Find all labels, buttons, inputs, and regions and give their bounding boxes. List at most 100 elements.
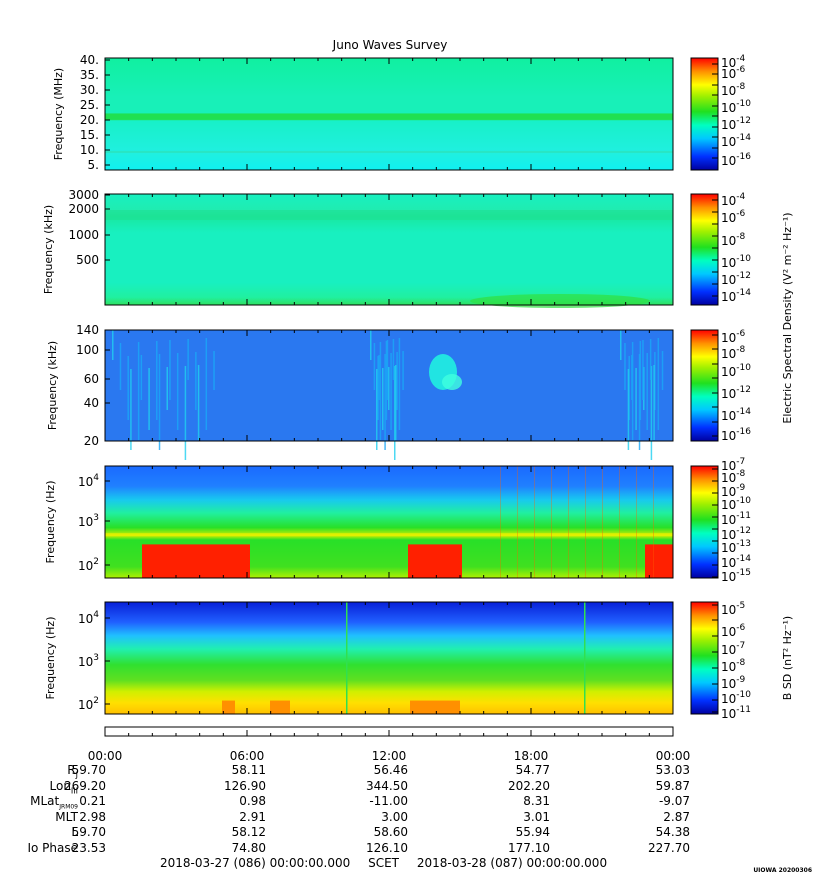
ephemeris-cell: 126.90 <box>224 778 266 793</box>
ephemeris-cell: 55.94 <box>515 825 550 839</box>
emission-streak <box>635 368 637 430</box>
emission-streak <box>158 354 161 450</box>
emission-streak <box>661 351 664 390</box>
emission-streak <box>638 354 641 450</box>
ephemeris-row: LonIII 269.20 126.90 344.50 202.20 59.87 <box>0 778 815 795</box>
y-axis-label: Frequency (Hz) <box>44 481 57 564</box>
emission-streak <box>642 340 644 400</box>
emission-streak <box>620 330 622 360</box>
emission-streak <box>631 355 633 400</box>
emission-streak <box>396 352 398 410</box>
footer-scet-label: SCET <box>368 856 399 870</box>
colorbar: 10-710-810-910-1010-1110-1210-1310-1410-… <box>690 457 751 584</box>
intense-emission-block <box>645 544 673 578</box>
ephemeris-cell: -11.00 <box>369 794 408 808</box>
y-tick-label: 103 <box>78 513 99 529</box>
colorbar-label: 10-13 <box>721 539 751 555</box>
emission-streak <box>653 365 655 440</box>
intense-emission-block <box>410 700 460 714</box>
y-tick-label: 2000 <box>68 202 99 216</box>
colorbar-label: 10-15 <box>721 568 751 584</box>
emission-streak <box>378 355 380 400</box>
emission-streak <box>373 343 376 390</box>
colorbar-label: 10-8 <box>721 658 746 674</box>
emission-streak <box>624 343 626 390</box>
y-tick-label: 20. <box>80 113 99 127</box>
spike-line <box>517 466 518 578</box>
ephemeris-row: RJ 59.70 58.11 56.46 54.77 53.03 <box>0 763 815 779</box>
colorbar-label: 10-8 <box>721 345 746 361</box>
emission-streak <box>166 367 168 410</box>
spike-line <box>584 602 586 714</box>
emission-band <box>105 210 673 220</box>
y-tick-label: 140 <box>76 323 99 337</box>
emission-streak <box>376 369 378 450</box>
colorbar-title: Electric Spectral Density (V² m⁻² Hz⁻¹) <box>781 212 794 423</box>
y-tick-label: 40 <box>84 396 99 410</box>
emission-line <box>105 150 673 153</box>
time-tick-label: 00:00 <box>88 749 123 763</box>
ephemeris-cell: 56.46 <box>373 763 408 777</box>
ephemeris-cell: 3.01 <box>523 809 550 824</box>
spike-line <box>568 466 569 578</box>
panel-lfr-high: 140 100 60 40 20 Frequency (kHz) 10-610-8 10-10… <box>46 323 751 460</box>
colorbar-frame <box>690 57 719 171</box>
emission-streak <box>148 368 150 430</box>
y-tick-label: 100 <box>76 343 99 357</box>
emission-streak <box>385 341 388 420</box>
y-tick-label: 104 <box>78 473 99 489</box>
spike-line <box>653 466 654 578</box>
y-tick-label: 30. <box>80 83 99 97</box>
ephemeris-cell: -9.07 <box>658 794 690 808</box>
emission-streak <box>195 352 197 410</box>
y-tick-label: 500 <box>76 253 99 267</box>
emission-streak <box>382 368 384 430</box>
figure-title: Juno Waves Survey <box>332 38 448 52</box>
y-tick-label: 25. <box>80 98 99 112</box>
footer-start-time: 2018-03-27 (086) 00:00:00.000 <box>160 856 351 870</box>
colorbar-label: 10-5 <box>721 601 745 617</box>
intense-emission-block <box>408 544 462 578</box>
colorbar-label: 10-16 <box>721 152 751 168</box>
colorbar-label: 10-10 <box>721 254 751 270</box>
emission-streak <box>639 341 642 420</box>
ephemeris-row: MLT 2.98 2.91 3.00 3.01 2.87 <box>0 810 815 825</box>
spike-line <box>346 602 348 714</box>
ephemeris-cell: 0.21 <box>79 794 106 808</box>
colorbar-label: 10-10 <box>721 363 751 379</box>
emission-streak <box>402 351 404 390</box>
emission-streak <box>379 342 382 440</box>
emission-blob <box>442 374 462 390</box>
low-frequency-enhancement <box>470 294 650 308</box>
ephemeris-cell: 202.20 <box>508 778 550 793</box>
colorbar-gradient <box>691 602 718 714</box>
panel-hfr-high: 40.35.30.25.20.15.10.5. Frequency (MHz) 10… <box>52 53 751 172</box>
ephemeris-cell: 227.70 <box>648 840 690 855</box>
y-tick-label: 104 <box>78 610 99 626</box>
ephemeris-cell: 2.91 <box>239 809 266 824</box>
colorbar-label: 10-6 <box>721 209 746 225</box>
ephemeris-cell: 59.70 <box>71 825 106 839</box>
time-tick-label: 00:00 <box>656 749 691 763</box>
panels-group: 40.35.30.25.20.15.10.5. Frequency (MHz) 10… <box>42 53 794 721</box>
emission-streak <box>137 342 140 440</box>
footer-end-time: 2018-03-28 (087) 00:00:00.000 <box>416 856 608 870</box>
y-tick-label: 1000 <box>68 228 99 242</box>
colorbar-label: 10-4 <box>721 192 746 208</box>
intense-emission-block <box>270 700 290 714</box>
emission-streak <box>388 367 390 410</box>
colorbar-label: 10-10 <box>721 690 751 706</box>
emission-streak <box>176 353 179 430</box>
ephemeris-cell: 269.20 <box>64 778 106 793</box>
emission-streak <box>386 340 389 400</box>
y-axis-label: Frequency (kHz) <box>46 341 59 430</box>
ephemeris-cell: 74.80 <box>231 840 266 855</box>
colorbar-gradient <box>691 58 718 170</box>
colorbar-frame <box>690 329 719 442</box>
spike-line <box>551 466 552 578</box>
emission-streak <box>127 356 129 420</box>
